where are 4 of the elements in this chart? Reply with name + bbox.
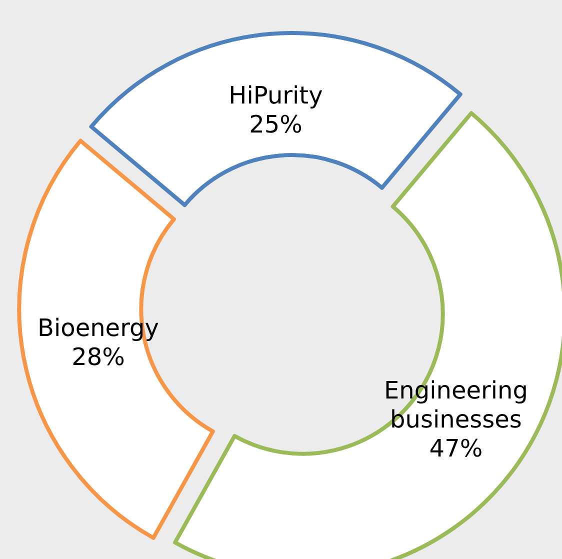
data-label: 47% <box>429 434 483 462</box>
data-label: 25% <box>249 110 302 138</box>
slice-label: HiPurity <box>228 81 323 110</box>
data-label: 28% <box>72 343 125 372</box>
